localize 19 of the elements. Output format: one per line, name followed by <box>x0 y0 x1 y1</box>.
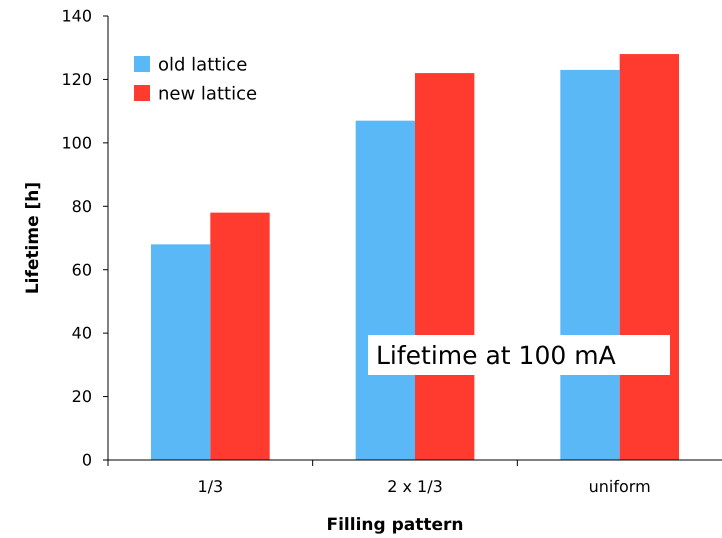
y-tick-label: 100 <box>61 133 92 152</box>
x-tick-label: 1/3 <box>197 477 224 496</box>
annotation: Lifetime at 100 mA <box>376 340 616 370</box>
legend-label: old lattice <box>158 54 248 76</box>
legend-label: new lattice <box>158 83 258 104</box>
x-axis-title: Filling pattern <box>326 515 464 535</box>
y-tick-label: 20 <box>72 387 92 406</box>
x-tick-label: uniform <box>588 477 651 496</box>
y-tick-label: 120 <box>61 70 92 90</box>
bar <box>620 54 680 460</box>
y-tick-label: 80 <box>72 196 92 216</box>
bar <box>210 212 270 460</box>
x-tick-label: 2 x 1/3 <box>387 477 443 496</box>
bar <box>150 244 210 460</box>
y-tick-label: 40 <box>72 324 92 343</box>
y-tick-label: 140 <box>61 6 92 26</box>
y-tick-label: 0 <box>82 450 92 470</box>
y-tick-label: 60 <box>72 260 92 280</box>
y-axis-title: Lifetime [h] <box>23 182 43 294</box>
